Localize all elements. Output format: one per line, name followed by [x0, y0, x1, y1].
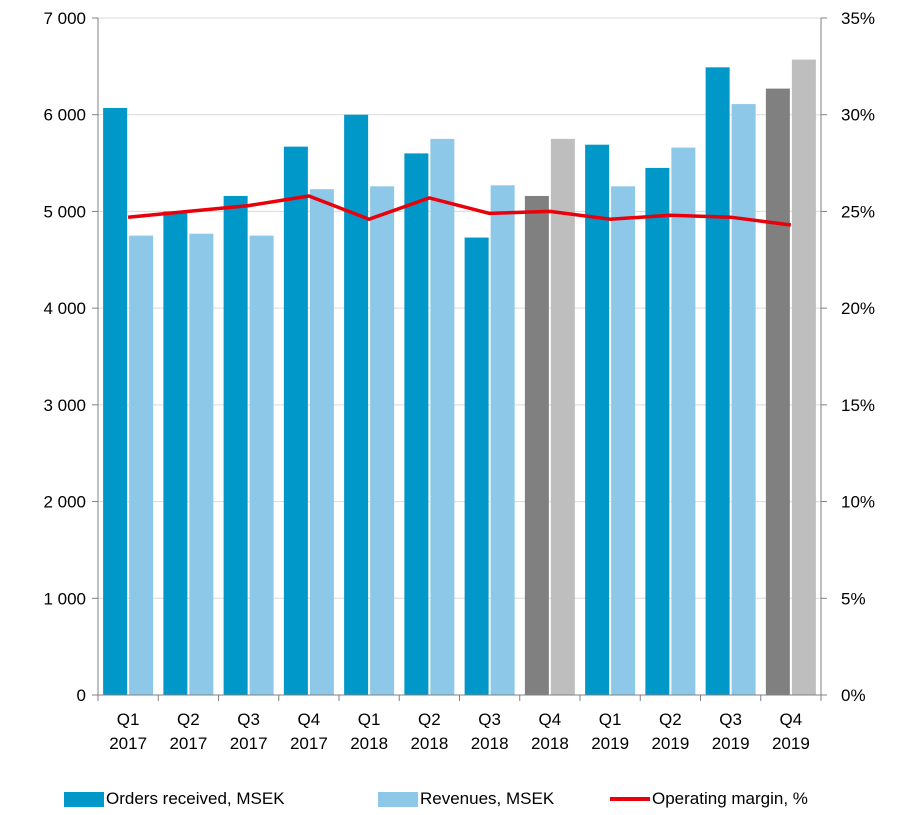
x-tick-label-quarter: Q2: [659, 710, 682, 729]
x-tick-label-year: 2018: [471, 734, 509, 753]
bar-revenues-3: [309, 189, 334, 696]
legend-item-revenues: Revenues, MSEK: [378, 789, 554, 809]
bar-orders-1: [163, 211, 188, 695]
bar-orders-8: [585, 144, 610, 696]
left-tick-label: 7 000: [43, 9, 86, 28]
bar-orders-6: [464, 237, 489, 695]
x-tick-label-year: 2019: [772, 734, 810, 753]
x-tick-label-quarter: Q2: [418, 710, 441, 729]
left-axis-ticks: 0 1 000 2 000 3 000 4 000 5 000 6 000 7 000: [43, 9, 86, 705]
right-axis-ticks: 0% 5% 10% 15% 20% 25% 30% 35%: [841, 9, 875, 705]
left-tick-label: 6 000: [43, 106, 86, 125]
x-tick-label-year: 2018: [410, 734, 448, 753]
bar-orders-9: [645, 167, 670, 695]
bar-orders-4: [344, 114, 369, 695]
bar-revenues-11: [791, 59, 816, 695]
margin-line: [127, 194, 792, 227]
right-tick-label: 25%: [841, 202, 875, 221]
legend-item-orders: Orders received, MSEK: [64, 789, 285, 809]
legend-swatch-orders: [64, 791, 104, 807]
legend-label-orders: Orders received, MSEK: [106, 789, 285, 808]
x-tick-label-quarter: Q3: [237, 710, 260, 729]
bar-revenues-0: [129, 235, 154, 695]
left-tick-label: 2 000: [43, 493, 86, 512]
x-tick-label-quarter: Q4: [298, 710, 321, 729]
x-tick-label-quarter: Q3: [719, 710, 742, 729]
bar-orders-2: [223, 195, 248, 695]
axes: [92, 17, 827, 701]
left-tick-label: 5 000: [43, 202, 86, 221]
x-tick-label-year: 2018: [350, 734, 388, 753]
x-tick-label-year: 2017: [109, 734, 147, 753]
right-tick-label: 15%: [841, 396, 875, 415]
line-operating-margin: [127, 194, 792, 227]
left-tick-label: 0: [77, 686, 86, 705]
x-tick-label-year: 2019: [712, 734, 750, 753]
legend-swatch-revenues: [378, 791, 418, 807]
legend-label-revenues: Revenues, MSEK: [420, 789, 555, 808]
bar-revenues-6: [490, 185, 515, 695]
x-tick-label-quarter: Q4: [780, 710, 803, 729]
bar-orders-7: [524, 195, 549, 695]
x-tick-label-quarter: Q2: [177, 710, 200, 729]
bar-revenues-1: [189, 233, 214, 695]
left-tick-label: 1 000: [43, 589, 86, 608]
bar-revenues-4: [370, 186, 395, 696]
x-tick-label-quarter: Q1: [599, 710, 622, 729]
bar-revenues-8: [611, 186, 636, 696]
right-tick-label: 30%: [841, 106, 875, 125]
x-axis-ticks: Q1 2017 Q2 2017 Q3 2017 Q4 2017 Q1 2018 Q2 2018 Q3 20…: [109, 710, 810, 753]
legend-item-margin: Operating margin, %: [610, 789, 808, 809]
bar-revenues-5: [430, 138, 455, 696]
right-tick-label: 20%: [841, 299, 875, 318]
bar-orders-11: [765, 88, 790, 695]
bar-orders-3: [283, 146, 308, 695]
left-tick-label: 4 000: [43, 299, 86, 318]
bar-revenues-10: [731, 104, 756, 696]
bar-orders-10: [705, 67, 730, 696]
right-tick-label: 0%: [841, 686, 866, 705]
bar-orders-5: [404, 153, 429, 695]
bar-orders-0: [103, 107, 128, 696]
x-tick-label-quarter: Q1: [358, 710, 381, 729]
x-tick-label-year: 2017: [169, 734, 207, 753]
x-tick-label-year: 2017: [230, 734, 268, 753]
left-tick-label: 3 000: [43, 396, 86, 415]
right-tick-label: 35%: [841, 9, 875, 28]
bar-revenues-7: [550, 138, 575, 696]
bar-revenues-9: [671, 147, 696, 695]
bar-revenues-2: [249, 235, 274, 695]
legend: Orders received, MSEK Revenues, MSEK Ope…: [0, 789, 912, 815]
x-tick-label-quarter: Q1: [117, 710, 140, 729]
gridlines: [98, 17, 821, 599]
legend-label-margin: Operating margin, %: [652, 789, 808, 808]
right-tick-label: 5%: [841, 589, 866, 608]
x-tick-label-year: 2019: [651, 734, 689, 753]
right-tick-label: 10%: [841, 493, 875, 512]
bars: [103, 59, 816, 696]
x-tick-label-quarter: Q3: [478, 710, 501, 729]
x-tick-label-quarter: Q4: [539, 710, 562, 729]
legend-swatch-margin: [610, 797, 650, 801]
x-tick-label-year: 2019: [591, 734, 629, 753]
x-tick-label-year: 2018: [531, 734, 569, 753]
x-tick-label-year: 2017: [290, 734, 328, 753]
